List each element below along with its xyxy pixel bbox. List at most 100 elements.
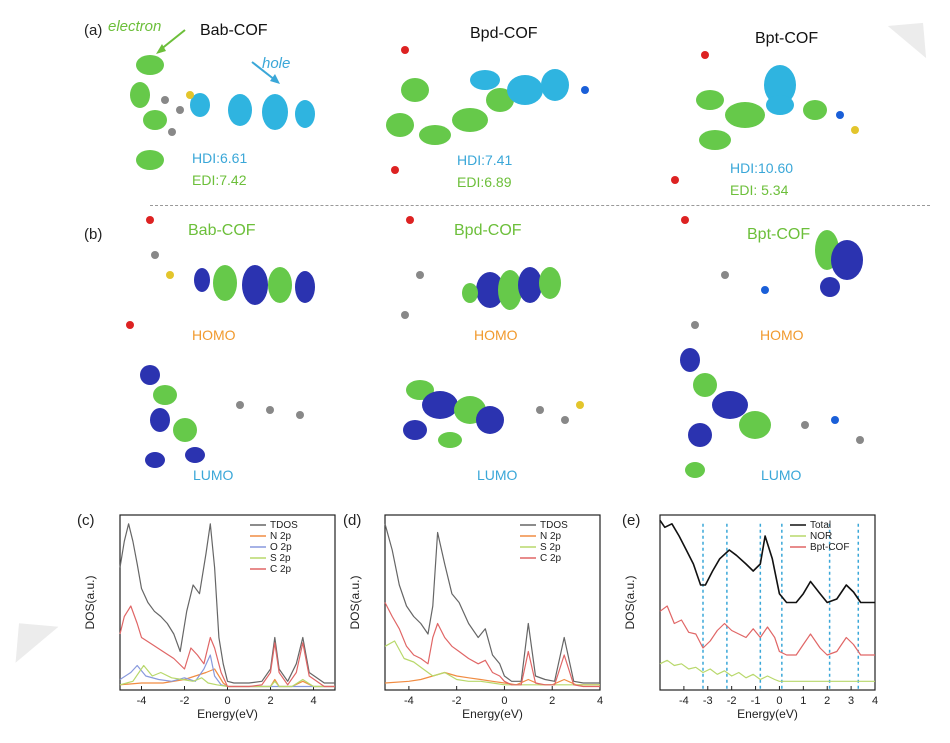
series-line-n-2p xyxy=(384,671,600,686)
orbital-lobe xyxy=(820,277,840,297)
orbital-lobe xyxy=(476,406,504,434)
legend-label: O 2p xyxy=(270,542,292,553)
orbital-lobe xyxy=(140,365,160,385)
orbital-lobe xyxy=(693,373,717,397)
x-tick-label: 1 xyxy=(800,695,806,707)
atom xyxy=(801,421,809,429)
molecule-title-a-3: Bpt-COF xyxy=(755,30,819,47)
hole-lobe xyxy=(190,93,210,117)
molecule-bpd-cof-a xyxy=(386,46,589,174)
electron-lobe xyxy=(696,90,724,110)
x-tick-label: 0 xyxy=(224,695,230,707)
lumo-label-3: LUMO xyxy=(761,467,802,483)
orbital-homo-bpt xyxy=(681,216,863,329)
y-axis-label: DOS(a.u.) xyxy=(623,575,637,629)
orbital-lobe xyxy=(213,265,237,301)
plot-frame xyxy=(119,514,336,691)
molecule-bab-cof-a xyxy=(130,55,315,170)
molecule-title-b-1: Bab-COF xyxy=(188,222,256,239)
x-tick-label: 4 xyxy=(310,695,316,707)
molecule-title-a-1: Bab-COF xyxy=(200,22,268,39)
hole-lobe xyxy=(764,65,796,105)
hdi-value-2: HDI:7.41 xyxy=(457,152,513,168)
hole-lobe xyxy=(470,70,500,90)
legend-label: S 2p xyxy=(270,553,291,564)
homo-label-1: HOMO xyxy=(192,327,236,343)
orbital-lobe xyxy=(462,283,478,303)
x-tick-label: -2 xyxy=(452,695,462,707)
hdi-value-3: HDI:10.60 xyxy=(730,160,794,176)
y-axis-label: DOS(a.u.) xyxy=(83,575,97,629)
orbital-lobe xyxy=(539,267,561,299)
orbital-lobe xyxy=(145,452,165,468)
atom xyxy=(176,106,184,114)
orbital-lobe xyxy=(422,391,458,419)
edi-value-2: EDI:6.89 xyxy=(457,174,512,190)
hole-lobe xyxy=(228,94,252,126)
legend-label: C 2p xyxy=(540,553,562,564)
hole-lobe xyxy=(507,75,543,105)
series-line-s-2p xyxy=(384,640,600,686)
orbital-lumo-bpt xyxy=(680,348,864,478)
atom xyxy=(236,401,244,409)
lumo-label-2: LUMO xyxy=(477,467,518,483)
legend-label: Total xyxy=(810,520,831,531)
atom xyxy=(166,271,174,279)
electron-arrowhead xyxy=(156,44,166,54)
series-line-c-2p xyxy=(384,602,600,688)
legend-label: S 2p xyxy=(540,542,561,553)
series-line-total xyxy=(659,519,875,604)
orbital-lobe xyxy=(831,240,863,280)
hole-label: hole xyxy=(262,55,291,72)
electron-lobe xyxy=(486,88,514,112)
x-tick-label: 0 xyxy=(501,695,507,707)
panel-c-label: (c) xyxy=(77,512,95,529)
x-tick-label: -3 xyxy=(703,695,713,707)
electron-lobe xyxy=(136,150,164,170)
atom xyxy=(581,86,589,94)
atom xyxy=(186,91,194,99)
legend-label: TDOS xyxy=(540,520,568,531)
electron-lobe xyxy=(725,102,765,128)
atom xyxy=(561,416,569,424)
orbital-lobe xyxy=(194,268,210,292)
orbital-lobe xyxy=(712,391,748,419)
atom xyxy=(761,286,769,294)
series-line-tdos xyxy=(119,523,335,684)
edi-value-3: EDI: 5.34 xyxy=(730,182,789,198)
atom xyxy=(401,46,409,54)
atom xyxy=(831,416,839,424)
legend-label: Bpt-COF xyxy=(810,542,849,553)
atom xyxy=(416,271,424,279)
x-tick-label: 3 xyxy=(848,695,854,707)
orbital-lobe xyxy=(150,408,170,432)
atom xyxy=(266,406,274,414)
orbital-lobe xyxy=(685,462,705,478)
orbital-homo-bab xyxy=(126,216,315,329)
homo-label-3: HOMO xyxy=(760,327,804,343)
x-tick-label: 2 xyxy=(267,695,273,707)
molecule-title-a-2: Bpd-COF xyxy=(470,25,538,42)
atom xyxy=(576,401,584,409)
legend-label: N 2p xyxy=(540,531,562,542)
atom xyxy=(721,271,729,279)
x-tick-label: 0 xyxy=(776,695,782,707)
electron-lobe xyxy=(386,113,414,137)
legend-label: C 2p xyxy=(270,564,292,575)
orbital-lobe xyxy=(173,418,197,442)
x-tick-label: 4 xyxy=(872,695,878,707)
atom xyxy=(856,436,864,444)
x-tick-label: 2 xyxy=(549,695,555,707)
atom xyxy=(671,176,679,184)
orbital-lobe xyxy=(476,272,504,308)
orbital-lobe xyxy=(518,267,542,303)
x-tick-label: 4 xyxy=(597,695,603,707)
orbital-lobe xyxy=(739,411,771,439)
hole-lobe xyxy=(766,95,794,115)
molecule-title-b-3: Bpt-COF xyxy=(747,226,811,243)
electron-lobe xyxy=(136,55,164,75)
molecule-title-b-2: Bpd-COF xyxy=(454,222,522,239)
x-tick-label: 2 xyxy=(824,695,830,707)
